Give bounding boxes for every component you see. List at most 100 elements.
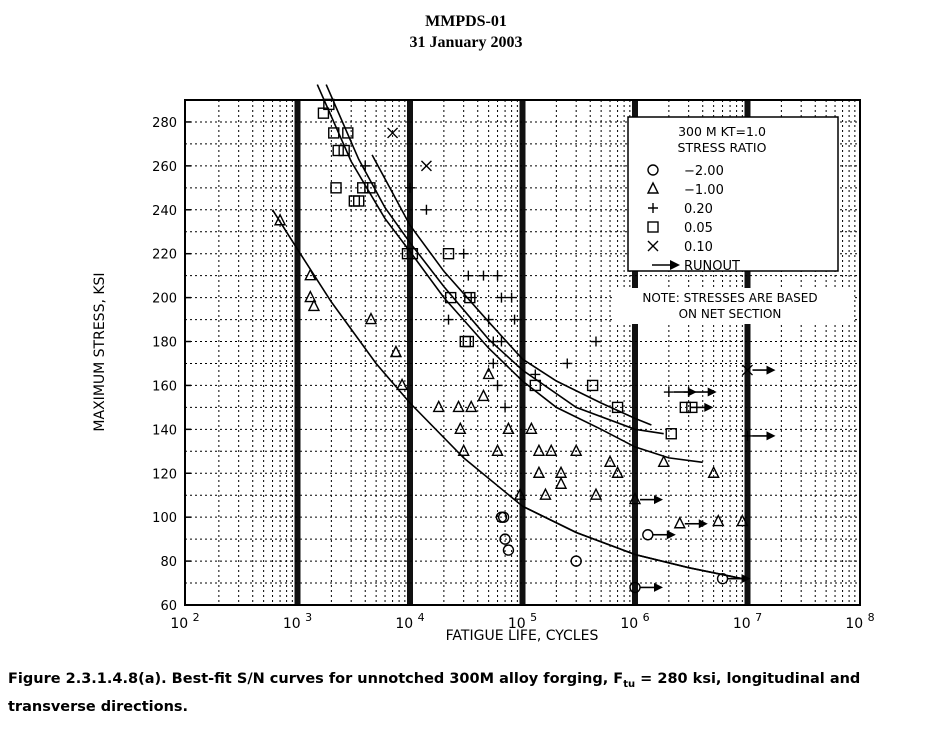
runout-arrow bbox=[752, 431, 776, 441]
data-point-plus bbox=[492, 380, 503, 391]
runout-arrow bbox=[690, 402, 714, 412]
data-point-triangle bbox=[513, 487, 527, 500]
data-point-square bbox=[444, 291, 457, 304]
legend-runout-head bbox=[670, 260, 680, 270]
legend-title-2: STRESS RATIO bbox=[678, 140, 767, 155]
data-point-triangle bbox=[457, 443, 470, 457]
data-point-triangle bbox=[395, 377, 409, 391]
y-axis-label: MAXIMUM STRESS, KSI bbox=[92, 272, 108, 431]
data-point-square bbox=[342, 127, 354, 139]
data-point-cross bbox=[387, 127, 399, 139]
runout-arrow-head bbox=[704, 402, 714, 412]
data-point-triangle bbox=[673, 516, 686, 529]
data-point-triangle bbox=[364, 311, 378, 325]
data-point-triangle bbox=[707, 465, 720, 478]
data-point-triangle bbox=[611, 465, 624, 478]
decade-band bbox=[632, 100, 638, 605]
runout-arrow bbox=[684, 519, 708, 529]
runout-arrow-head bbox=[707, 387, 717, 397]
data-point-square bbox=[328, 127, 340, 139]
data-point-triangle bbox=[545, 443, 558, 457]
x-tick-label: 10 4 bbox=[395, 611, 424, 632]
runout-arrow bbox=[652, 530, 676, 540]
data-point-square bbox=[442, 247, 455, 260]
data-point-square bbox=[462, 335, 475, 348]
data-point-triangle bbox=[712, 513, 725, 527]
series-circle bbox=[495, 511, 751, 594]
data-point-triangle bbox=[477, 388, 490, 402]
legend-marker-square bbox=[647, 221, 659, 233]
runout-arrow-head bbox=[698, 519, 708, 529]
x-tick-label: 10 3 bbox=[283, 611, 312, 632]
legend-marker-circle bbox=[647, 164, 659, 176]
figure-caption: Figure 2.3.1.4.8(a). Best-fit S/N curves… bbox=[8, 668, 928, 718]
legend-label: 0.10 bbox=[684, 240, 713, 255]
legend-label: 0.05 bbox=[684, 221, 713, 236]
data-point-plus bbox=[405, 182, 415, 193]
fit-curve bbox=[325, 84, 664, 435]
y-tick-label: 100 bbox=[152, 511, 177, 526]
data-point-triangle bbox=[603, 454, 617, 467]
grid bbox=[185, 100, 860, 605]
decade-band bbox=[294, 100, 301, 605]
legend-label: 0.20 bbox=[684, 202, 713, 217]
data-point-plus bbox=[500, 402, 511, 413]
data-point-triangle bbox=[554, 465, 568, 478]
y-tick-label: 200 bbox=[152, 292, 177, 307]
runout-arrow bbox=[727, 574, 751, 584]
data-point-triangle bbox=[570, 443, 583, 457]
fit-curve bbox=[371, 154, 652, 426]
data-point-plus bbox=[530, 369, 541, 380]
data-point-triangle bbox=[736, 513, 749, 527]
note-line-2: ON NET SECTION bbox=[679, 307, 782, 321]
data-point-triangle bbox=[491, 443, 504, 457]
data-point-triangle bbox=[525, 421, 538, 435]
data-point-plus bbox=[492, 270, 503, 281]
legend-label: −2.00 bbox=[684, 164, 724, 179]
caption-text-2: = 280 ksi, longitudinal and transverse d… bbox=[8, 671, 861, 715]
data-point-plus bbox=[478, 270, 489, 281]
data-point-triangle bbox=[502, 421, 515, 435]
data-point-plus bbox=[663, 387, 674, 398]
data-point-square bbox=[353, 195, 365, 207]
data-point-triangle bbox=[304, 290, 317, 303]
note-line-1: NOTE: STRESSES ARE BASED bbox=[642, 291, 817, 305]
data-point-plus bbox=[509, 314, 520, 325]
data-point-triangle bbox=[589, 487, 603, 500]
fit-curve bbox=[522, 505, 743, 580]
data-point-triangle bbox=[628, 492, 642, 505]
decade-bands bbox=[294, 100, 751, 605]
data-point-circle bbox=[502, 544, 515, 556]
legend-title-1: 300 M KT=1.0 bbox=[678, 124, 766, 139]
fit-curve bbox=[316, 84, 703, 464]
document-id: MMPDS-01 bbox=[425, 13, 507, 30]
data-point-square bbox=[406, 247, 419, 260]
x-tick-label: 10 5 bbox=[508, 611, 537, 632]
x-tick-label: 10 7 bbox=[733, 611, 762, 632]
x-axis-ticks: 10 2 10 3 10 4 10 5 10 6 10 7 10 8 bbox=[170, 611, 874, 632]
data-point-triangle bbox=[554, 476, 568, 489]
x-axis-label: FATIGUE LIFE, CYCLES bbox=[446, 628, 599, 644]
data-point-plus bbox=[496, 336, 507, 347]
plot-frame bbox=[184, 99, 861, 606]
data-point-triangle bbox=[273, 213, 287, 226]
runout-arrow-head bbox=[654, 495, 663, 505]
decade-band bbox=[519, 100, 526, 605]
data-point-plus bbox=[483, 314, 494, 325]
runout-arrow-head bbox=[766, 365, 776, 375]
legend-marker-cross bbox=[647, 240, 659, 252]
legend-label: −1.00 bbox=[684, 183, 724, 198]
caption-subscript: tu bbox=[623, 678, 636, 690]
data-point-plus bbox=[562, 358, 573, 369]
data-point-circle bbox=[570, 555, 582, 567]
data-point-circle bbox=[497, 511, 510, 523]
data-points bbox=[273, 98, 776, 594]
y-tick-label: 180 bbox=[152, 336, 177, 351]
y-tick-label: 240 bbox=[152, 204, 177, 219]
legend-marker-triangle bbox=[646, 181, 660, 194]
runout-arrow bbox=[693, 387, 717, 397]
data-point-square bbox=[611, 401, 624, 414]
data-point-triangle bbox=[454, 421, 467, 435]
data-point-triangle bbox=[452, 399, 465, 413]
data-point-square bbox=[364, 182, 376, 194]
